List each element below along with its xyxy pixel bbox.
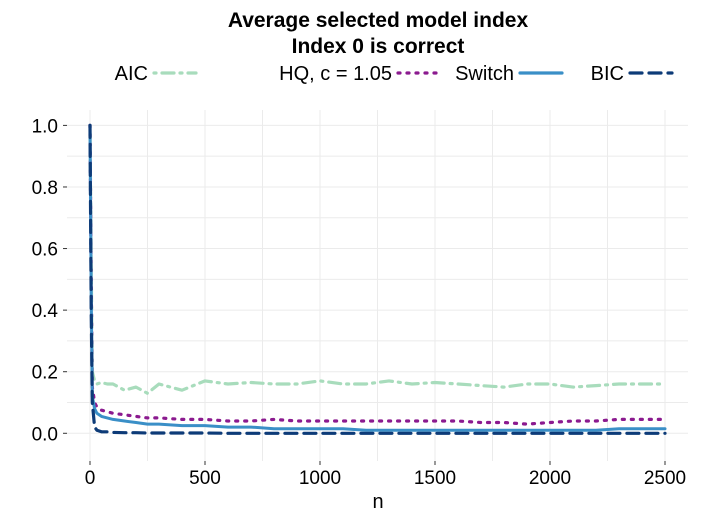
series-line-bic <box>88 123 667 435</box>
x-axis-label: n <box>372 491 383 513</box>
x-tick-label: 1500 <box>414 468 456 489</box>
y-tick-label: 0.0 <box>32 424 58 445</box>
legend: AIC HQ, c = 1.05 Switch BIC <box>115 63 674 85</box>
series-line-hq-c-1-05 <box>88 123 667 426</box>
y-tick-label: 0.4 <box>32 301 59 322</box>
y-tick-label: 0.6 <box>32 240 58 261</box>
ticks: 0.0 0.2 0.4 0.6 0.8 1.0 0 500 1000 1500 2000 2500 <box>32 116 687 489</box>
x-tick-label: 2500 <box>644 468 686 489</box>
y-tick-label: 1.0 <box>32 116 58 137</box>
series-line-switch <box>88 123 667 432</box>
x-tick-label: 0 <box>85 468 96 489</box>
chart-subtitle: Index 0 is correct <box>292 35 465 58</box>
y-tick-label: 0.8 <box>32 178 58 199</box>
y-tick-label: 0.2 <box>32 363 58 384</box>
legend-label: AIC <box>115 63 148 85</box>
legend-label: HQ, c = 1.05 <box>279 63 392 85</box>
legend-label: Switch <box>455 63 514 85</box>
x-tick-label: 2000 <box>529 468 571 489</box>
chart-title: Average selected model index <box>228 9 529 32</box>
x-tick-label: 1000 <box>299 468 341 489</box>
x-tick-label: 500 <box>189 468 221 489</box>
grid <box>67 110 688 461</box>
series-group <box>88 123 667 435</box>
legend-label: BIC <box>591 63 624 85</box>
series-line-aic <box>88 123 667 395</box>
